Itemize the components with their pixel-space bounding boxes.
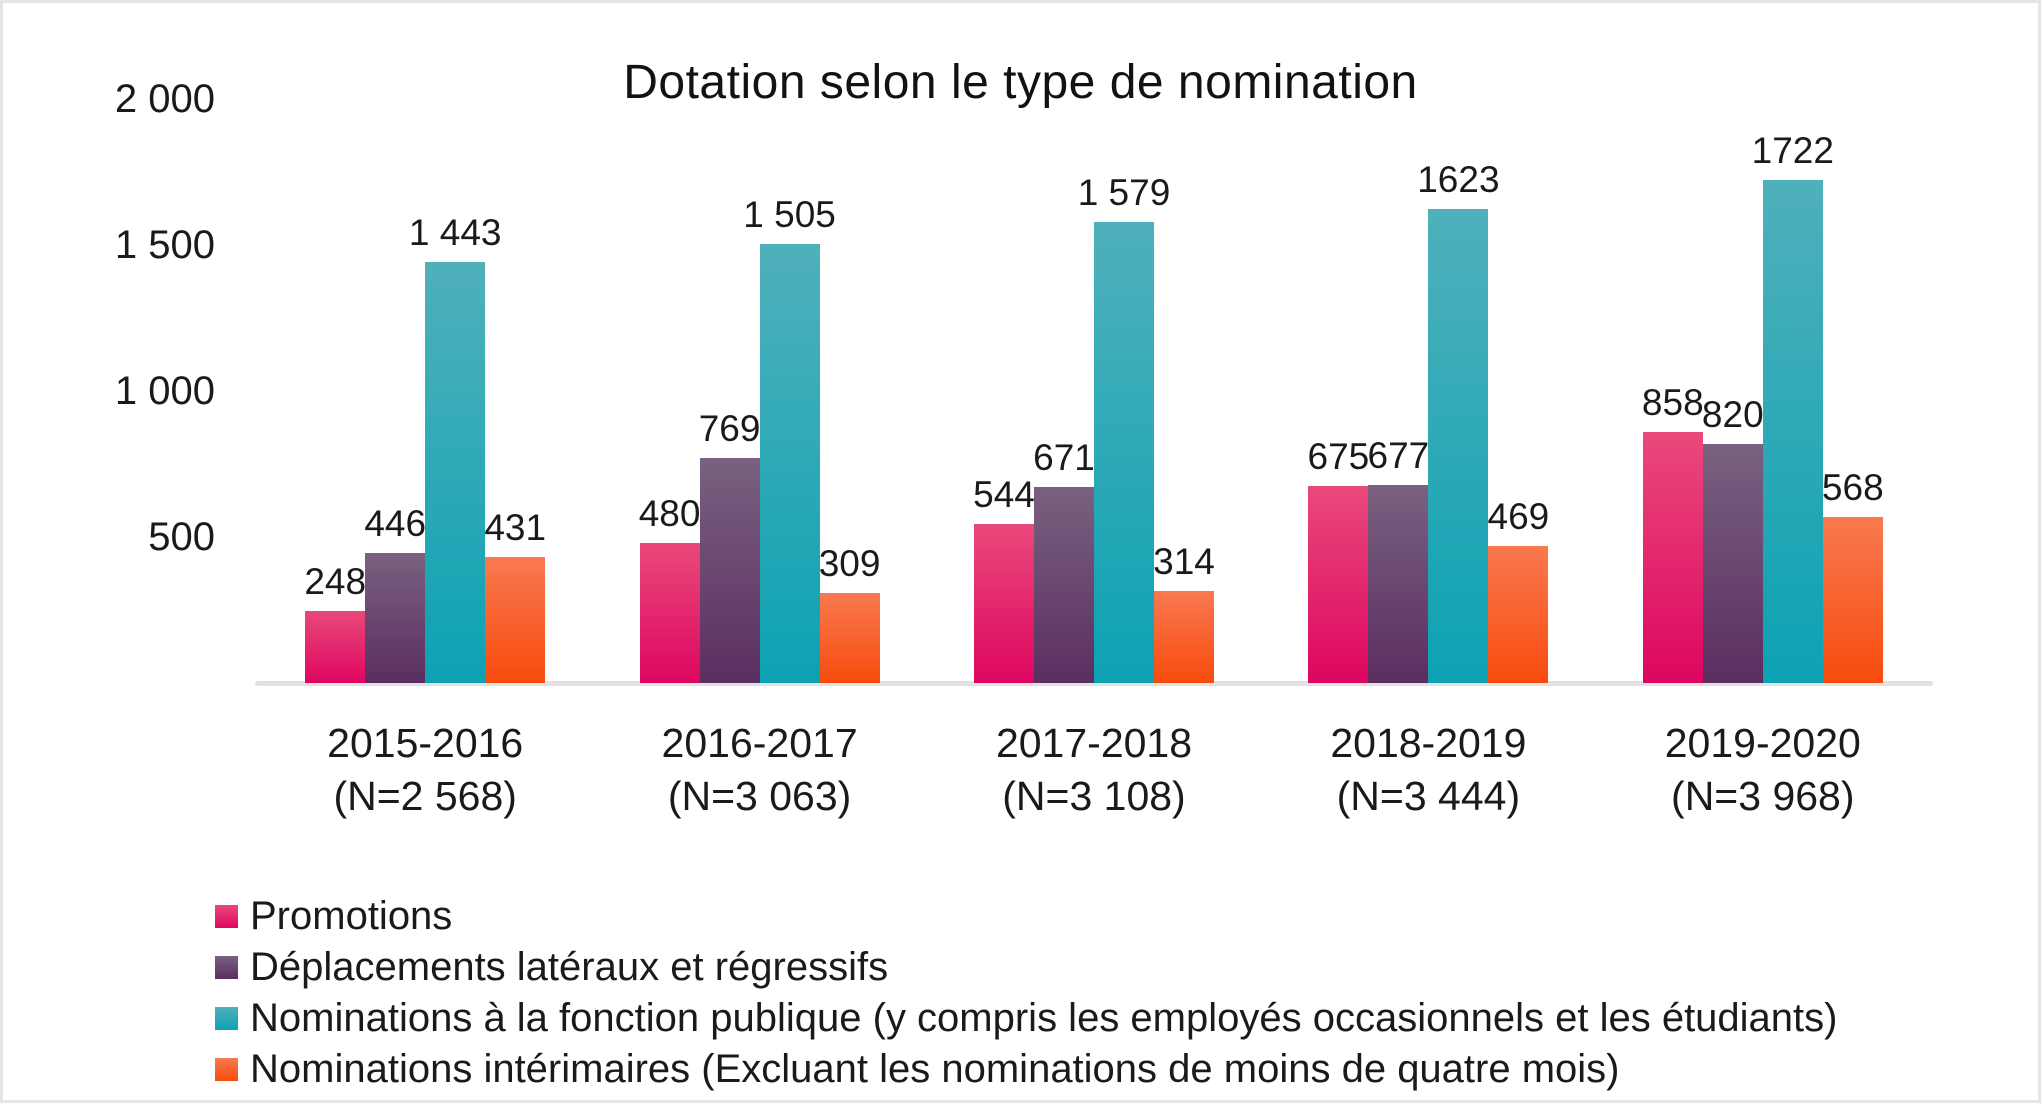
bar-value-label: 431 [484, 507, 547, 549]
bar: 1 579 [1078, 172, 1170, 683]
bar-value-label: 1623 [1417, 159, 1500, 201]
bar-value-label: 675 [1307, 435, 1370, 477]
bar: 671 [1033, 437, 1095, 683]
x-category-n: (N=3 968) [1671, 773, 1855, 819]
y-tick-label: 1 500 [114, 223, 215, 267]
x-category-n: (N=3 063) [667, 773, 852, 819]
x-category-year: 2016-2017 [661, 720, 858, 766]
x-category-label: 2017-2018 (N=3 108) [927, 717, 1261, 823]
bar-value-label: 480 [638, 492, 701, 534]
bar: 314 [1153, 541, 1215, 683]
x-category-n: (N=3 108) [1002, 773, 1186, 819]
bar: 1 443 [409, 212, 501, 683]
bar: 469 [1488, 496, 1549, 683]
bar: 309 [819, 543, 880, 683]
bar: 1623 [1417, 159, 1500, 683]
bar: 1 505 [743, 194, 836, 683]
bar-value-label: 1 443 [408, 211, 502, 253]
legend-swatch [215, 955, 238, 979]
bar-group-2016-2017: 480 769 1 505 309 [592, 99, 926, 683]
x-category-label: 2019-2020 (N=3 968) [1596, 717, 1930, 823]
bar-value-label: 769 [698, 408, 761, 450]
legend-label: Promotions [250, 893, 453, 938]
x-category-n: (N=2 568) [333, 773, 517, 819]
y-tick-label: 2 000 [114, 77, 215, 121]
bar-value-label: 446 [364, 502, 427, 544]
bar-value-label: 469 [1487, 496, 1550, 538]
legend-swatch [215, 904, 238, 928]
bar: 820 [1702, 394, 1764, 683]
bar: 544 [973, 474, 1035, 683]
bar-group-2018-2019: 675 677 1623 469 [1261, 99, 1595, 683]
bar-value-label: 1722 [1751, 130, 1834, 172]
legend-item: Nominations intérimaires (Excluant les n… [215, 1044, 1837, 1094]
bar-value-label: 1 505 [743, 193, 836, 235]
x-category-label: 2018-2019 (N=3 444) [1261, 717, 1595, 823]
bar: 769 [699, 408, 760, 683]
bar-value-label: 858 [1641, 382, 1704, 424]
bar-group-2017-2018: 544 671 1 579 314 [927, 99, 1261, 683]
bar-group-2015-2016: 248 446 1 443 431 [258, 99, 592, 683]
bar-value-label: 314 [1153, 541, 1215, 583]
bar-value-label: 1 579 [1077, 171, 1171, 213]
bar: 248 [304, 561, 366, 683]
bar-value-label: 677 [1367, 435, 1430, 477]
x-category-n: (N=3 444) [1336, 773, 1521, 819]
x-category-year: 2017-2018 [995, 720, 1193, 766]
x-axis-baseline [255, 681, 1933, 686]
y-tick-label: 500 [148, 515, 215, 559]
bar: 1722 [1752, 130, 1834, 683]
bar-value-label: 671 [1033, 437, 1095, 479]
x-category-label: 2016-2017 (N=3 063) [592, 717, 926, 823]
bar: 431 [484, 507, 546, 683]
legend-label: Nominations intérimaires (Excluant les n… [250, 1046, 1620, 1091]
legend-label: Nominations à la fonction publique (y co… [250, 995, 1838, 1040]
legend: Promotions Déplacements latéraux et régre… [215, 891, 1837, 1095]
legend-item: Nominations à la fonction publique (y co… [215, 993, 1837, 1043]
legend-swatch [215, 1006, 238, 1030]
bar-value-label: 309 [818, 542, 881, 584]
legend-item: Déplacements latéraux et régressifs [215, 942, 1837, 992]
legend-swatch [215, 1057, 238, 1081]
x-category-year: 2019-2020 [1664, 720, 1861, 766]
bar: 446 [364, 503, 426, 683]
y-tick-label: 1 000 [114, 369, 215, 413]
bar-group-2019-2020: 858 820 1722 568 [1596, 99, 1930, 683]
bar-value-label: 544 [973, 474, 1035, 516]
legend-item: Promotions [215, 891, 1837, 941]
bar: 480 [639, 493, 700, 683]
x-category-label: 2015-2016 (N=2 568) [258, 717, 592, 823]
x-category-year: 2015-2016 [327, 720, 524, 766]
bar: 858 [1642, 382, 1704, 683]
bar-value-label: 248 [304, 560, 367, 602]
chart-title: Dotation selon le type de nomination [623, 56, 1418, 109]
bar: 675 [1308, 436, 1369, 683]
bar-value-label: 820 [1701, 393, 1764, 435]
bar-value-label: 568 [1821, 467, 1884, 509]
x-category-year: 2018-2019 [1330, 720, 1527, 766]
bar: 568 [1822, 467, 1884, 683]
legend-label: Déplacements latéraux et régressifs [250, 944, 889, 989]
bar: 677 [1368, 435, 1429, 683]
